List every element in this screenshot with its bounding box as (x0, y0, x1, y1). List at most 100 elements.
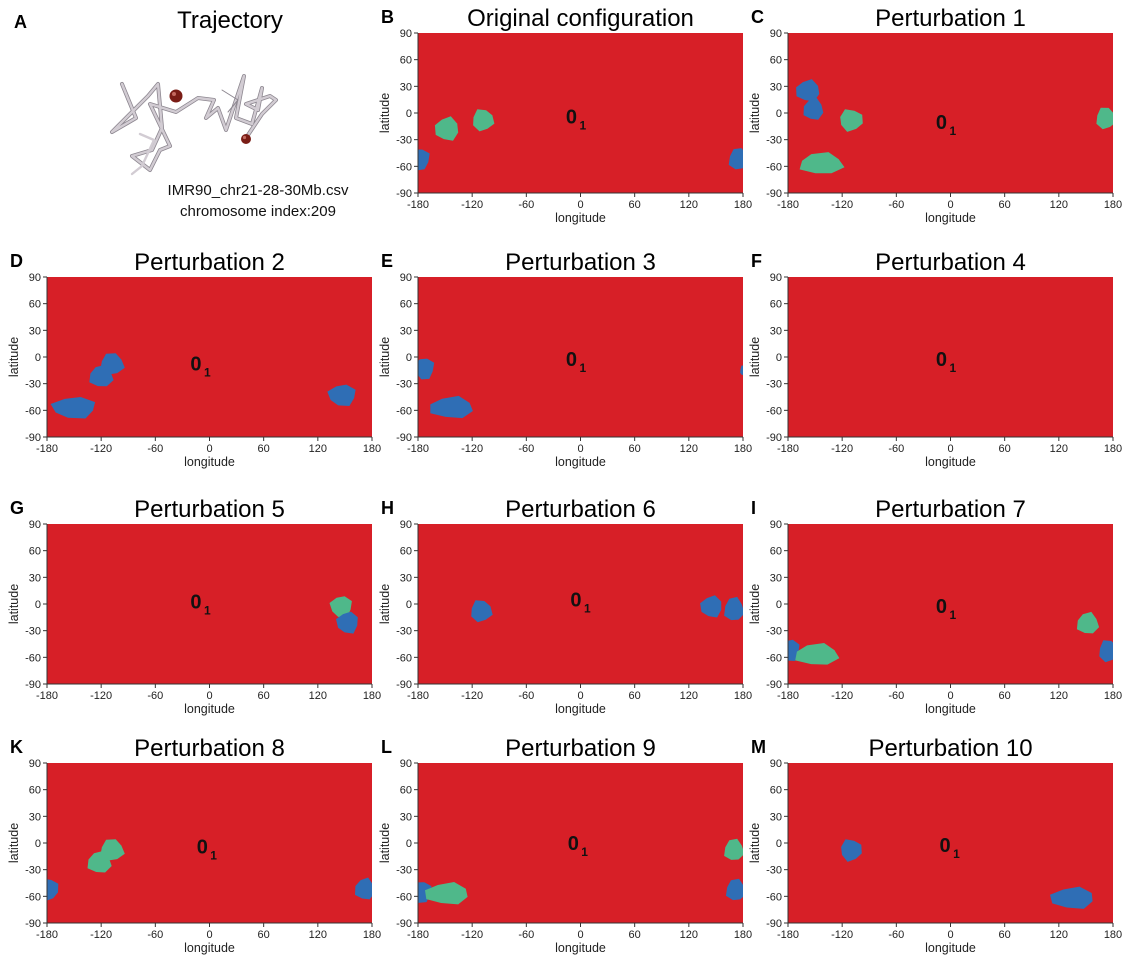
knot-type-subscript: 1 (581, 845, 588, 859)
x-tick-label: -60 (147, 443, 163, 455)
x-tick-label: -60 (518, 199, 534, 211)
knot-type-subscript: 1 (579, 119, 586, 133)
y-tick-label: -30 (766, 626, 782, 638)
y-tick-label: -60 (766, 405, 782, 417)
knot-type-label: 0 (936, 596, 947, 618)
knot-type-subscript: 1 (579, 361, 586, 375)
x-tick-label: -180 (407, 929, 429, 941)
x-tick-label: 0 (947, 690, 953, 702)
trajectory-bead-2-highlight (243, 136, 246, 139)
trajectory-bead-1-highlight (172, 92, 176, 96)
knot-type-subscript: 1 (584, 602, 591, 616)
knot-type-label: 0 (197, 837, 208, 859)
y-tick-label: 30 (29, 572, 41, 584)
x-axis-label: longitude (925, 455, 976, 469)
x-tick-label: 120 (1050, 690, 1068, 702)
knot-type-label: 0 (190, 353, 201, 375)
knot-type-subscript: 1 (949, 124, 956, 138)
trajectory-bead-1 (170, 90, 183, 103)
y-tick-label: 60 (29, 546, 41, 558)
x-axis-label: longitude (555, 455, 606, 469)
x-tick-label: -180 (777, 443, 799, 455)
x-tick-label: -180 (36, 690, 58, 702)
x-tick-label: -120 (831, 690, 853, 702)
panel-title: Perturbation 3 (505, 249, 656, 276)
knot-type-subscript: 1 (210, 849, 217, 863)
knot-type-label: 0 (190, 591, 201, 613)
x-tick-label: 180 (734, 443, 752, 455)
y-axis-label: latitude (378, 337, 392, 377)
x-tick-label: -60 (147, 929, 163, 941)
y-tick-label: 90 (29, 519, 41, 531)
panel-letter-h: H (381, 498, 394, 518)
background-region (47, 277, 372, 437)
x-tick-label: 60 (258, 690, 270, 702)
y-tick-label: -30 (25, 626, 41, 638)
knot-type-label: 0 (570, 590, 581, 612)
x-tick-label: 120 (680, 199, 698, 211)
x-tick-label: -120 (461, 929, 483, 941)
x-tick-label: -60 (518, 690, 534, 702)
y-tick-label: -30 (396, 865, 412, 877)
x-tick-label: -120 (831, 443, 853, 455)
x-tick-label: 60 (629, 929, 641, 941)
y-tick-label: -60 (766, 161, 782, 173)
y-tick-label: 0 (35, 838, 41, 850)
panel-c: C Perturbation 10 19060300-30-60-90-180 -12… (748, 5, 1122, 225)
background-region (418, 763, 743, 923)
x-tick-label: 120 (1050, 199, 1068, 211)
y-tick-label: 0 (35, 352, 41, 364)
y-axis-label: latitude (378, 823, 392, 863)
y-axis-label: latitude (748, 584, 762, 624)
panel-title: Perturbation 4 (875, 249, 1026, 276)
y-tick-label: -60 (766, 891, 782, 903)
knot-type-subscript: 1 (949, 608, 956, 622)
panel-title: Perturbation 5 (134, 496, 285, 523)
x-tick-label: 120 (309, 929, 327, 941)
knot-type-label: 0 (568, 833, 579, 855)
y-tick-label: 30 (400, 572, 412, 584)
x-tick-label: -60 (147, 690, 163, 702)
y-tick-label: 30 (770, 572, 782, 584)
trajectory-filename: IMR90_chr21-28-30Mb.csv (168, 182, 349, 199)
y-tick-label: 30 (400, 325, 412, 337)
y-tick-label: 90 (770, 28, 782, 40)
y-tick-label: -30 (396, 379, 412, 391)
x-tick-label: 0 (206, 929, 212, 941)
x-tick-label: 0 (577, 199, 583, 211)
y-tick-label: -60 (396, 161, 412, 173)
x-tick-label: -120 (461, 199, 483, 211)
x-tick-label: -180 (407, 199, 429, 211)
panel-title: Perturbation 2 (134, 249, 285, 276)
panel-title: Perturbation 9 (505, 735, 656, 762)
y-axis-label: latitude (378, 584, 392, 624)
knot-type-label: 0 (940, 835, 951, 857)
y-tick-label: 90 (400, 758, 412, 770)
x-tick-label: -120 (831, 929, 853, 941)
panel-letter-c: C (751, 7, 764, 27)
y-tick-label: 0 (776, 108, 782, 120)
panel-title: Perturbation 1 (875, 5, 1026, 32)
panel-title: Perturbation 10 (868, 735, 1032, 762)
x-tick-label: 120 (309, 443, 327, 455)
y-tick-label: -60 (396, 405, 412, 417)
y-tick-label: 60 (29, 299, 41, 311)
y-tick-label: 30 (770, 325, 782, 337)
x-tick-label: 60 (999, 199, 1011, 211)
y-tick-label: 90 (29, 758, 41, 770)
x-tick-label: -60 (518, 443, 534, 455)
y-tick-label: -30 (396, 135, 412, 147)
panel-title: Original configuration (467, 5, 694, 32)
x-tick-label: 0 (206, 690, 212, 702)
y-tick-label: 30 (400, 81, 412, 93)
y-tick-label: 60 (400, 785, 412, 797)
panel-letter-m: M (751, 737, 766, 757)
x-tick-label: -180 (407, 443, 429, 455)
y-axis-label: latitude (7, 823, 21, 863)
x-tick-label: 120 (680, 443, 698, 455)
x-tick-label: 180 (1104, 443, 1122, 455)
